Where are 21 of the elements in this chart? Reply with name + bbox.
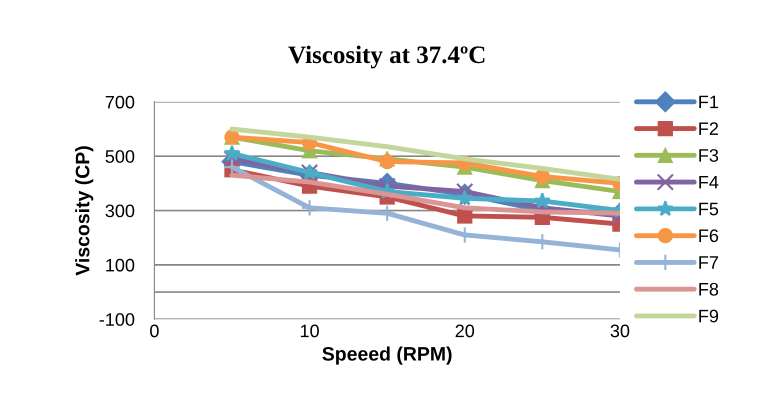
y-tick-label: -100 xyxy=(100,313,134,326)
legend-label: F5 xyxy=(699,202,718,216)
legend-label: F3 xyxy=(699,149,718,162)
legend-label: F2 xyxy=(699,122,718,135)
x-tick-label: 30 xyxy=(610,324,630,338)
y-tick-label: 500 xyxy=(106,150,134,163)
x-axis-title: Speeed (RPM) xyxy=(322,346,452,365)
chart-title: Viscosity at 37.4ºC xyxy=(288,46,484,68)
y-tick-label: 700 xyxy=(106,96,134,109)
legend-label: F7 xyxy=(699,256,718,269)
legend-label: F4 xyxy=(699,176,718,188)
y-axis-title: Viscosity (CP) xyxy=(75,146,94,276)
legend-label: F8 xyxy=(699,282,718,296)
x-tick-label: 20 xyxy=(456,324,474,338)
x-tick-label: 0 xyxy=(150,324,159,338)
legend-label: F1 xyxy=(699,96,718,108)
y-tick-label: 300 xyxy=(106,204,134,218)
legend-label: F9 xyxy=(699,310,718,322)
y-tick-label: 100 xyxy=(106,258,134,272)
x-tick-label: 10 xyxy=(300,324,319,338)
legend-label: F6 xyxy=(699,229,718,242)
